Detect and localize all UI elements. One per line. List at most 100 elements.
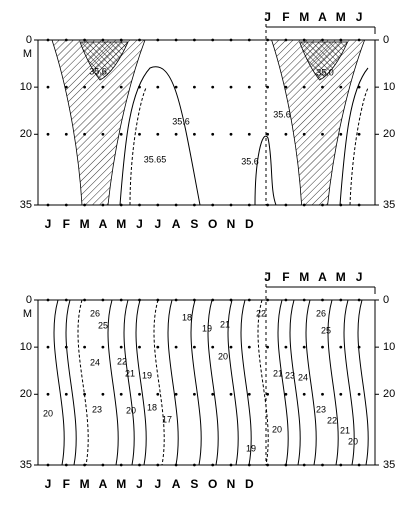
month-label: J bbox=[154, 477, 161, 491]
sample-point bbox=[83, 38, 86, 42]
sample-point bbox=[266, 392, 269, 396]
contour-line bbox=[289, 299, 301, 466]
sample-point bbox=[101, 345, 105, 349]
sample-point bbox=[64, 463, 68, 467]
sample-point bbox=[357, 85, 361, 89]
sample-point bbox=[174, 132, 178, 136]
sample-point bbox=[83, 298, 86, 302]
contour-label: 24 bbox=[298, 372, 308, 382]
contour-label: 22 bbox=[327, 415, 337, 425]
sample-point bbox=[321, 345, 324, 349]
month-label: A bbox=[318, 270, 327, 284]
sample-point bbox=[46, 132, 50, 136]
sample-point bbox=[284, 463, 288, 467]
contour-label: 21 bbox=[125, 368, 135, 378]
month-label: A bbox=[172, 217, 181, 231]
sample-point bbox=[138, 392, 141, 396]
sample-point bbox=[46, 85, 50, 89]
contour-line bbox=[65, 299, 77, 466]
month-label: J bbox=[356, 270, 363, 284]
plot-frame bbox=[37, 299, 376, 466]
sample-point bbox=[266, 132, 269, 136]
depth-label: 10 bbox=[383, 341, 395, 353]
sample-point bbox=[46, 298, 50, 302]
contour-label: 23 bbox=[316, 404, 326, 414]
sample-point bbox=[211, 85, 215, 89]
contour-label: 25 bbox=[321, 325, 331, 335]
sample-point bbox=[46, 38, 50, 42]
sample-point bbox=[174, 345, 178, 349]
month-label: M bbox=[80, 217, 90, 231]
month-label: J bbox=[264, 270, 271, 284]
sample-point bbox=[156, 85, 160, 89]
month-label: M bbox=[336, 270, 346, 284]
contour-line bbox=[305, 299, 317, 466]
sample-point bbox=[357, 132, 361, 136]
sample-point bbox=[101, 203, 105, 207]
sample-point bbox=[83, 203, 86, 207]
sample-point bbox=[156, 345, 160, 349]
sample-point bbox=[156, 463, 160, 467]
contour-label: 20 bbox=[218, 351, 228, 361]
sample-point bbox=[284, 298, 288, 302]
sample-point bbox=[302, 345, 306, 349]
sample-point bbox=[101, 298, 105, 302]
depth-label: 10 bbox=[20, 341, 32, 353]
contour-label: 35.6 bbox=[241, 156, 259, 166]
sample-point bbox=[46, 463, 50, 467]
contour-label: 23 bbox=[285, 370, 295, 380]
contour-line bbox=[277, 299, 289, 466]
sample-point bbox=[64, 392, 68, 396]
sample-point bbox=[247, 345, 251, 349]
month-label: J bbox=[136, 477, 143, 491]
month-label: A bbox=[318, 10, 327, 24]
sample-point bbox=[193, 392, 196, 396]
sample-point bbox=[229, 132, 233, 136]
sample-point bbox=[302, 298, 306, 302]
sample-point bbox=[247, 298, 251, 302]
contour-line bbox=[240, 299, 252, 466]
contour-label: 21 bbox=[273, 368, 283, 378]
month-label: O bbox=[208, 217, 217, 231]
sample-point bbox=[83, 463, 86, 467]
sample-point bbox=[266, 38, 269, 42]
sample-point bbox=[174, 392, 178, 396]
month-label: N bbox=[227, 217, 236, 231]
sample-point bbox=[339, 392, 343, 396]
depth-label: 10 bbox=[20, 81, 32, 93]
month-label: S bbox=[190, 217, 198, 231]
sample-point bbox=[284, 345, 288, 349]
month-label: F bbox=[63, 477, 70, 491]
month-label: A bbox=[99, 477, 108, 491]
plot-frame bbox=[37, 39, 376, 206]
sample-point bbox=[339, 298, 343, 302]
sample-point bbox=[247, 392, 251, 396]
sample-point bbox=[156, 392, 160, 396]
month-label: M bbox=[116, 217, 126, 231]
sample-point bbox=[101, 392, 105, 396]
sample-point bbox=[321, 38, 324, 42]
sample-point bbox=[64, 203, 68, 207]
sample-point bbox=[174, 203, 178, 207]
contour-line bbox=[153, 299, 165, 466]
month-label: J bbox=[356, 10, 363, 24]
contour-label: 19 bbox=[246, 443, 256, 453]
sample-point bbox=[138, 345, 141, 349]
sample-point bbox=[211, 392, 215, 396]
month-label: M bbox=[299, 270, 309, 284]
month-label: N bbox=[227, 477, 236, 491]
sample-point bbox=[302, 203, 306, 207]
month-label: F bbox=[282, 270, 289, 284]
contour-label: 22 bbox=[117, 356, 127, 366]
contour-label: 25 bbox=[98, 320, 108, 330]
contour-line bbox=[227, 299, 239, 466]
contour-label: 35.6 bbox=[89, 66, 107, 76]
sample-point bbox=[339, 203, 343, 207]
sample-point bbox=[138, 203, 141, 207]
sample-point bbox=[64, 38, 68, 42]
contour-line bbox=[190, 299, 202, 466]
contour-label: 20 bbox=[126, 405, 136, 415]
sample-point bbox=[193, 132, 196, 136]
sample-point bbox=[174, 463, 178, 467]
month-label: M bbox=[299, 10, 309, 24]
